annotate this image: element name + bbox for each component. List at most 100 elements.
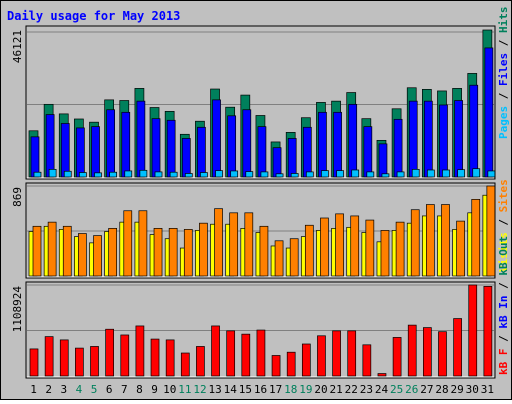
kb-f-bar [165, 339, 175, 377]
pages-bar [351, 169, 360, 178]
x-tick-label: 1 [30, 383, 37, 396]
x-tick-label: 27 [420, 383, 433, 396]
kb-f-bar [120, 334, 130, 377]
x-tick-label: 11 [178, 383, 191, 396]
files-bar [469, 84, 479, 178]
files-bar [363, 126, 373, 178]
kb-legend-part: kB F [497, 349, 510, 376]
x-tick-label: 21 [330, 383, 343, 396]
kb-f-bar [301, 343, 311, 377]
pages-bar [94, 172, 102, 178]
chart-title: Daily usage for May 2013 [7, 9, 180, 23]
kb-legend: kB F / kB In / kB Out [497, 236, 510, 375]
pages-bar [154, 171, 163, 178]
kb-f-bar [271, 355, 281, 377]
x-tick-label: 3 [61, 383, 68, 396]
visits-legend-part: Visits [497, 232, 510, 272]
hits-legend-part: / [497, 86, 510, 106]
visits-legend: Visits / Sites [497, 179, 510, 272]
hits-legend-part: Pages [497, 106, 510, 139]
x-tick-label: 24 [375, 383, 389, 396]
files-bar [257, 126, 267, 178]
sites-bar [365, 219, 375, 277]
files-bar [348, 103, 358, 178]
sites-bar [335, 213, 344, 277]
pages-bar [442, 169, 450, 178]
files-bar [121, 111, 131, 178]
hits-legend-part: Hits [497, 7, 510, 34]
x-tick-label: 2 [45, 383, 52, 396]
pages-bar [411, 169, 420, 178]
sites-bar [380, 230, 390, 277]
kb-f-bar [286, 351, 296, 377]
files-bar [227, 115, 237, 178]
pages-bar [48, 169, 57, 178]
hits-legend: Pages / Files / Hits [497, 7, 510, 140]
x-tick-label: 19 [299, 383, 312, 396]
files-bar [484, 47, 494, 178]
sites-bar [93, 235, 102, 277]
sites-bar [395, 221, 405, 277]
kb-f-bar [241, 333, 251, 377]
files-bar [333, 111, 342, 178]
kb-f-bar [75, 347, 84, 377]
x-tick-label: 4 [76, 383, 83, 396]
sites-bar [153, 228, 163, 277]
hits-legend-part: Files [497, 53, 510, 86]
kb-f-bar [180, 352, 190, 377]
kb-legend-part: / [497, 329, 510, 349]
files-bar [197, 126, 206, 178]
kb-f-bar [438, 331, 447, 377]
x-tick-label: 15 [239, 383, 252, 396]
pages-bar [321, 170, 329, 178]
pages-bar [169, 171, 178, 178]
kb-f-bar [423, 327, 432, 377]
pages-bar [260, 171, 269, 178]
sites-bar [183, 229, 193, 277]
kb-f-bar [453, 318, 462, 377]
files-bar [30, 136, 40, 178]
kb-f-bar [377, 373, 387, 377]
files-bar [393, 118, 403, 178]
visits-legend-part: Sites [497, 179, 510, 212]
x-tick-label: 23 [360, 383, 373, 396]
kb-f-bar [317, 335, 326, 377]
x-tick-label: 5 [91, 383, 98, 396]
x-tick-label: 28 [435, 383, 448, 396]
sites-bar [304, 224, 314, 277]
x-tick-label: 13 [208, 383, 221, 396]
files-bar [212, 99, 221, 178]
files-bar [302, 126, 312, 178]
pages-bar [109, 171, 117, 178]
files-bar [408, 100, 418, 178]
sites-bar [410, 209, 420, 277]
sites-bar [350, 215, 360, 277]
sites-bar [426, 204, 435, 277]
pages-bar [139, 169, 148, 178]
kb-y-max-label: 1108924 [11, 286, 24, 333]
files-bar [181, 138, 191, 178]
pages-bar [63, 170, 72, 178]
pages-bar [79, 172, 87, 178]
pages-bar [366, 171, 375, 178]
kb-f-bar [468, 284, 478, 377]
sites-bar [78, 233, 87, 277]
sites-bar [47, 221, 57, 277]
x-tick-label: 16 [254, 383, 267, 396]
visits-y-max-label: 869 [11, 187, 24, 207]
visits-legend-part: / [497, 212, 510, 232]
x-tick-label: 12 [193, 383, 206, 396]
kb-f-bar [392, 337, 402, 377]
sites-bar [441, 204, 450, 277]
x-tick-label: 14 [224, 383, 238, 396]
x-tick-label: 31 [481, 383, 494, 396]
pages-bar [200, 172, 208, 178]
kb-legend-part: kB In [497, 296, 510, 329]
sites-bar [32, 225, 42, 277]
kb-f-bar [347, 330, 357, 377]
pages-bar [230, 170, 239, 178]
files-bar [106, 109, 115, 178]
sites-bar [199, 222, 208, 277]
x-tick-label: 22 [345, 383, 358, 396]
